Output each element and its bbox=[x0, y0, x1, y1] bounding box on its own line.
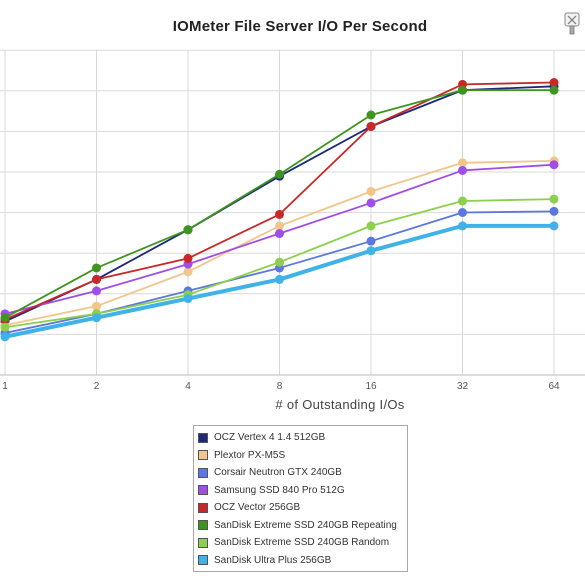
legend-item: SanDisk Extreme SSD 240GB Random bbox=[198, 534, 403, 552]
series-lines bbox=[0, 78, 559, 342]
x-tick-label: 4 bbox=[185, 381, 191, 392]
series bbox=[0, 85, 559, 323]
legend-label: SanDisk Extreme SSD 240GB Repeating bbox=[214, 519, 397, 531]
data-point bbox=[458, 158, 467, 168]
x-axis-label: # of Outstanding I/Os bbox=[275, 397, 405, 412]
chart-title: IOMeter File Server I/O Per Second bbox=[172, 18, 428, 35]
legend-swatch bbox=[198, 502, 208, 513]
legend-swatch bbox=[198, 467, 208, 478]
x-tick-label: 32 bbox=[457, 381, 469, 392]
wrench-badge-icon bbox=[564, 12, 580, 35]
data-point bbox=[183, 294, 193, 304]
data-point bbox=[366, 221, 376, 231]
data-point bbox=[92, 301, 101, 311]
legend-item: Plextor PX-M5S bbox=[198, 447, 403, 465]
data-point bbox=[458, 85, 467, 95]
data-point bbox=[458, 208, 467, 217]
data-point bbox=[366, 110, 376, 120]
data-point bbox=[366, 121, 376, 131]
data-point bbox=[0, 322, 10, 332]
legend-item: SanDisk Extreme SSD 240GB Repeating bbox=[198, 517, 403, 535]
data-point bbox=[549, 194, 559, 204]
legend-item: Corsair Neutron GTX 240GB bbox=[198, 464, 403, 482]
data-point bbox=[183, 267, 193, 277]
legend-swatch bbox=[198, 450, 208, 461]
data-point bbox=[275, 229, 284, 239]
data-point bbox=[366, 198, 376, 208]
legend-swatch bbox=[198, 537, 208, 548]
legend-item: SanDisk Ultra Plus 256GB bbox=[198, 552, 403, 570]
data-point bbox=[549, 85, 559, 95]
data-point bbox=[275, 274, 284, 284]
legend-item: OCZ Vector 256GB bbox=[198, 499, 403, 517]
data-point bbox=[549, 78, 559, 87]
x-tick-label: 16 bbox=[365, 381, 377, 392]
data-point bbox=[549, 221, 559, 231]
legend-label: SanDisk Ultra Plus 256GB bbox=[214, 554, 332, 566]
data-point bbox=[366, 246, 376, 256]
data-point bbox=[458, 221, 467, 231]
x-tick-label: 8 bbox=[277, 381, 283, 392]
legend-label: Plextor PX-M5S bbox=[214, 449, 286, 461]
legend-swatch bbox=[198, 520, 208, 531]
data-point bbox=[275, 221, 284, 231]
legend-label: SanDisk Extreme SSD 240GB Random bbox=[214, 537, 390, 549]
data-point bbox=[458, 196, 467, 206]
legend-swatch bbox=[198, 432, 208, 443]
legend-label: OCZ Vector 256GB bbox=[214, 502, 301, 514]
legend-swatch bbox=[198, 555, 208, 566]
data-point bbox=[183, 225, 193, 235]
data-point bbox=[92, 274, 101, 284]
legend-label: Samsung SSD 840 Pro 512G bbox=[214, 484, 345, 496]
legend: OCZ Vertex 4 1.4 512GB Plextor PX-M5S Cors… bbox=[193, 425, 408, 572]
data-point bbox=[183, 253, 193, 263]
data-point bbox=[549, 160, 559, 170]
data-point bbox=[549, 206, 559, 216]
data-point bbox=[0, 313, 10, 323]
x-tick-label: 2 bbox=[94, 381, 100, 392]
legend-label: Corsair Neutron GTX 240GB bbox=[214, 467, 342, 479]
data-point bbox=[0, 332, 10, 342]
plot-area: 1 2 4 8 16 32 64 bbox=[0, 49, 585, 392]
data-point bbox=[275, 169, 284, 179]
legend-item: OCZ Vertex 4 1.4 512GB bbox=[198, 429, 403, 447]
data-point bbox=[366, 236, 376, 246]
data-point bbox=[92, 286, 101, 296]
data-point bbox=[366, 186, 376, 196]
data-point bbox=[275, 209, 284, 219]
data-point bbox=[92, 313, 101, 323]
legend-swatch bbox=[198, 485, 208, 496]
series bbox=[0, 221, 559, 342]
data-point bbox=[92, 263, 101, 273]
x-tick-label: 64 bbox=[548, 381, 560, 392]
series bbox=[0, 78, 559, 325]
data-point bbox=[458, 165, 467, 175]
x-tick-label: 1 bbox=[2, 381, 8, 392]
data-point bbox=[275, 257, 284, 267]
legend-item: Samsung SSD 840 Pro 512G bbox=[198, 482, 403, 500]
x-tick-labels: 1 2 4 8 16 32 64 bbox=[2, 381, 560, 392]
legend-label: OCZ Vertex 4 1.4 512GB bbox=[214, 432, 326, 444]
